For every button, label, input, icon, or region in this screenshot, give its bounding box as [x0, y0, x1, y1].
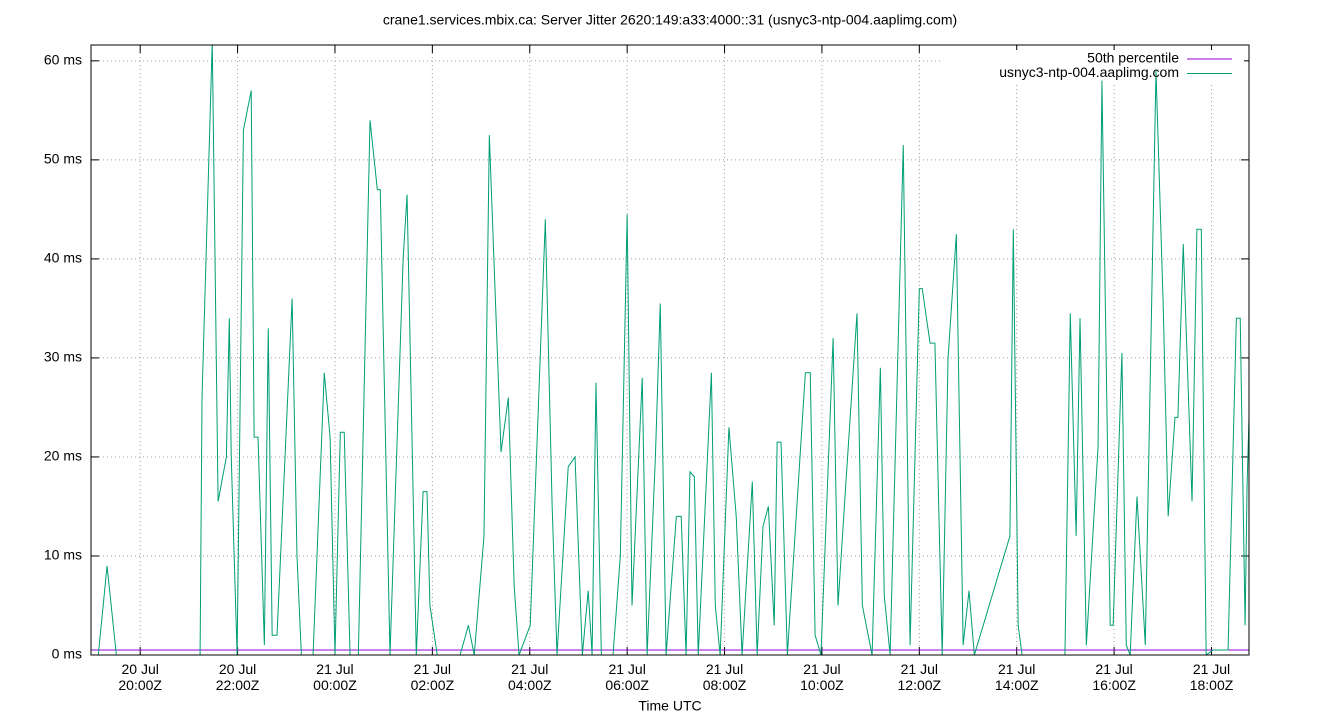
- data-line: [97, 45, 1249, 655]
- chart-title: crane1.services.mbix.ca: Server Jitter 2…: [383, 12, 957, 28]
- plot-border: [90, 44, 1250, 656]
- x-axis-label: Time UTC: [638, 698, 701, 714]
- y-tick-label: 20 ms: [44, 448, 82, 464]
- y-tick-label: 40 ms: [44, 250, 82, 266]
- x-tick-label: 21 Jul 04:00Z: [507, 661, 552, 693]
- legend-label: 50th percentile: [1087, 50, 1179, 66]
- legend-label: usnyc3-ntp-004.aaplimg.com: [999, 64, 1179, 80]
- y-tick-label: 0 ms: [52, 646, 82, 662]
- x-tick-label: 21 Jul 16:00Z: [1092, 661, 1136, 693]
- x-tick-label: 21 Jul 10:00Z: [800, 661, 844, 693]
- x-tick-label: 21 Jul 18:00Z: [1189, 661, 1234, 693]
- x-tick-label: 20 Jul 22:00Z: [215, 661, 260, 693]
- x-tick-label: 21 Jul 06:00Z: [605, 661, 649, 693]
- x-tick-label: 21 Jul 12:00Z: [897, 661, 942, 693]
- y-tick-label: 10 ms: [44, 547, 82, 563]
- y-tick-label: 50 ms: [44, 151, 82, 167]
- x-tick-label: 21 Jul 02:00Z: [410, 661, 455, 693]
- x-tick-label: 21 Jul 08:00Z: [702, 661, 747, 693]
- y-tick-label: 30 ms: [44, 349, 82, 365]
- legend-background: [940, 50, 1244, 85]
- x-tick-label: 21 Jul 00:00Z: [313, 661, 357, 693]
- x-tick-label: 20 Jul 20:00Z: [118, 661, 162, 693]
- y-tick-label: 60 ms: [44, 52, 82, 68]
- x-tick-label: 21 Jul 14:00Z: [994, 661, 1039, 693]
